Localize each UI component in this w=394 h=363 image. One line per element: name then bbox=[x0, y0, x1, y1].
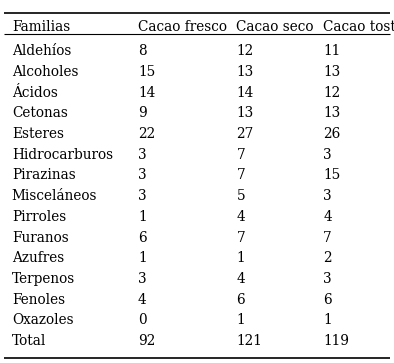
Text: 22: 22 bbox=[138, 127, 155, 141]
Text: 6: 6 bbox=[323, 293, 332, 307]
Text: Terpenos: Terpenos bbox=[12, 272, 75, 286]
Text: Fenoles: Fenoles bbox=[12, 293, 65, 307]
Text: 1: 1 bbox=[138, 210, 147, 224]
Text: 3: 3 bbox=[138, 189, 147, 203]
Text: 4: 4 bbox=[236, 272, 245, 286]
Text: 121: 121 bbox=[236, 334, 262, 348]
Text: 4: 4 bbox=[138, 293, 147, 307]
Text: 5: 5 bbox=[236, 189, 245, 203]
Text: 3: 3 bbox=[323, 189, 332, 203]
Text: 7: 7 bbox=[236, 168, 245, 183]
Text: 1: 1 bbox=[236, 251, 245, 265]
Text: Familias: Familias bbox=[12, 20, 70, 34]
Text: Alcoholes: Alcoholes bbox=[12, 65, 78, 79]
Text: 27: 27 bbox=[236, 127, 254, 141]
Text: 15: 15 bbox=[138, 65, 155, 79]
Text: 0: 0 bbox=[138, 313, 147, 327]
Text: 15: 15 bbox=[323, 168, 340, 183]
Text: 7: 7 bbox=[323, 231, 332, 245]
Text: Oxazoles: Oxazoles bbox=[12, 313, 73, 327]
Text: Hidrocarburos: Hidrocarburos bbox=[12, 148, 113, 162]
Text: 11: 11 bbox=[323, 44, 340, 58]
Text: 14: 14 bbox=[236, 86, 254, 100]
Text: 92: 92 bbox=[138, 334, 155, 348]
Text: 13: 13 bbox=[236, 65, 254, 79]
Text: Pirazinas: Pirazinas bbox=[12, 168, 76, 183]
Text: Ácidos: Ácidos bbox=[12, 86, 58, 100]
Text: 12: 12 bbox=[323, 86, 340, 100]
Text: Azufres: Azufres bbox=[12, 251, 64, 265]
Text: 13: 13 bbox=[236, 106, 254, 121]
Text: 6: 6 bbox=[138, 231, 147, 245]
Text: 12: 12 bbox=[236, 44, 254, 58]
Text: 7: 7 bbox=[236, 231, 245, 245]
Text: 7: 7 bbox=[236, 148, 245, 162]
Text: 2: 2 bbox=[323, 251, 332, 265]
Text: 14: 14 bbox=[138, 86, 155, 100]
Text: 1: 1 bbox=[323, 313, 332, 327]
Text: 3: 3 bbox=[138, 148, 147, 162]
Text: 1: 1 bbox=[236, 313, 245, 327]
Text: 119: 119 bbox=[323, 334, 349, 348]
Text: 6: 6 bbox=[236, 293, 245, 307]
Text: 4: 4 bbox=[323, 210, 332, 224]
Text: 9: 9 bbox=[138, 106, 147, 121]
Text: 8: 8 bbox=[138, 44, 147, 58]
Text: Cetonas: Cetonas bbox=[12, 106, 68, 121]
Text: Total: Total bbox=[12, 334, 46, 348]
Text: 26: 26 bbox=[323, 127, 340, 141]
Text: 13: 13 bbox=[323, 65, 340, 79]
Text: 1: 1 bbox=[138, 251, 147, 265]
Text: 3: 3 bbox=[138, 168, 147, 183]
Text: Furanos: Furanos bbox=[12, 231, 69, 245]
Text: 3: 3 bbox=[323, 148, 332, 162]
Text: Cacao fresco: Cacao fresco bbox=[138, 20, 227, 34]
Text: 3: 3 bbox=[138, 272, 147, 286]
Text: Cacao tostado: Cacao tostado bbox=[323, 20, 394, 34]
Text: 3: 3 bbox=[323, 272, 332, 286]
Text: Esteres: Esteres bbox=[12, 127, 64, 141]
Text: Cacao seco: Cacao seco bbox=[236, 20, 314, 34]
Text: 13: 13 bbox=[323, 106, 340, 121]
Text: Aldehíos: Aldehíos bbox=[12, 44, 71, 58]
Text: Misceláneos: Misceláneos bbox=[12, 189, 97, 203]
Text: 4: 4 bbox=[236, 210, 245, 224]
Text: Pirroles: Pirroles bbox=[12, 210, 66, 224]
